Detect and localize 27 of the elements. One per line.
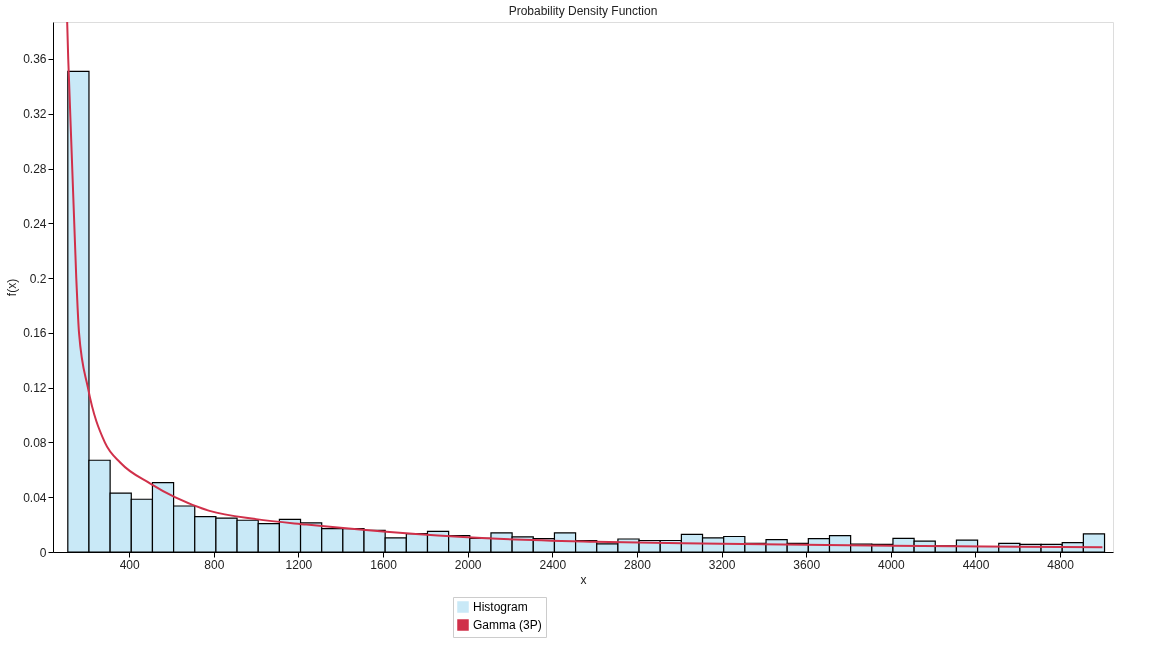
x-tick-label: 3200: [708, 557, 736, 572]
y-tick-label: 0.24: [23, 216, 47, 231]
y-tick-label: 0.12: [23, 381, 47, 396]
x-axis-title: x: [580, 572, 587, 587]
x-tick-label: 2800: [624, 557, 652, 572]
y-axis-title: f(x): [5, 278, 20, 297]
x-tick-label: 4800: [1047, 557, 1075, 572]
x-tick-label: 2400: [539, 557, 567, 572]
y-tick-label: 0.28: [23, 162, 47, 177]
x-tick-label: 800: [204, 557, 225, 572]
y-tick-label: 0: [39, 545, 47, 560]
x-tick-label: 2000: [454, 557, 482, 572]
x-tick-label: 3600: [793, 557, 821, 572]
y-tick-label: 0.16: [23, 326, 47, 341]
legend-label: Gamma (3P): [473, 618, 542, 632]
chart-title: Probability Density Function: [508, 4, 658, 18]
x-tick-label: 4000: [877, 557, 906, 572]
x-tick-label: 400: [119, 557, 140, 572]
y-tick-label: 0.36: [23, 52, 47, 67]
y-tick-label: 0.04: [23, 490, 47, 505]
x-tick-label: 1600: [370, 557, 398, 572]
legend-label: Histogram: [473, 600, 528, 614]
y-tick-label: 0.32: [23, 107, 47, 122]
x-tick-label: 4400: [962, 557, 990, 572]
y-tick-label: 0.2: [29, 271, 47, 286]
x-tick-label: 1200: [285, 557, 313, 572]
y-tick-label: 0.08: [23, 435, 47, 450]
